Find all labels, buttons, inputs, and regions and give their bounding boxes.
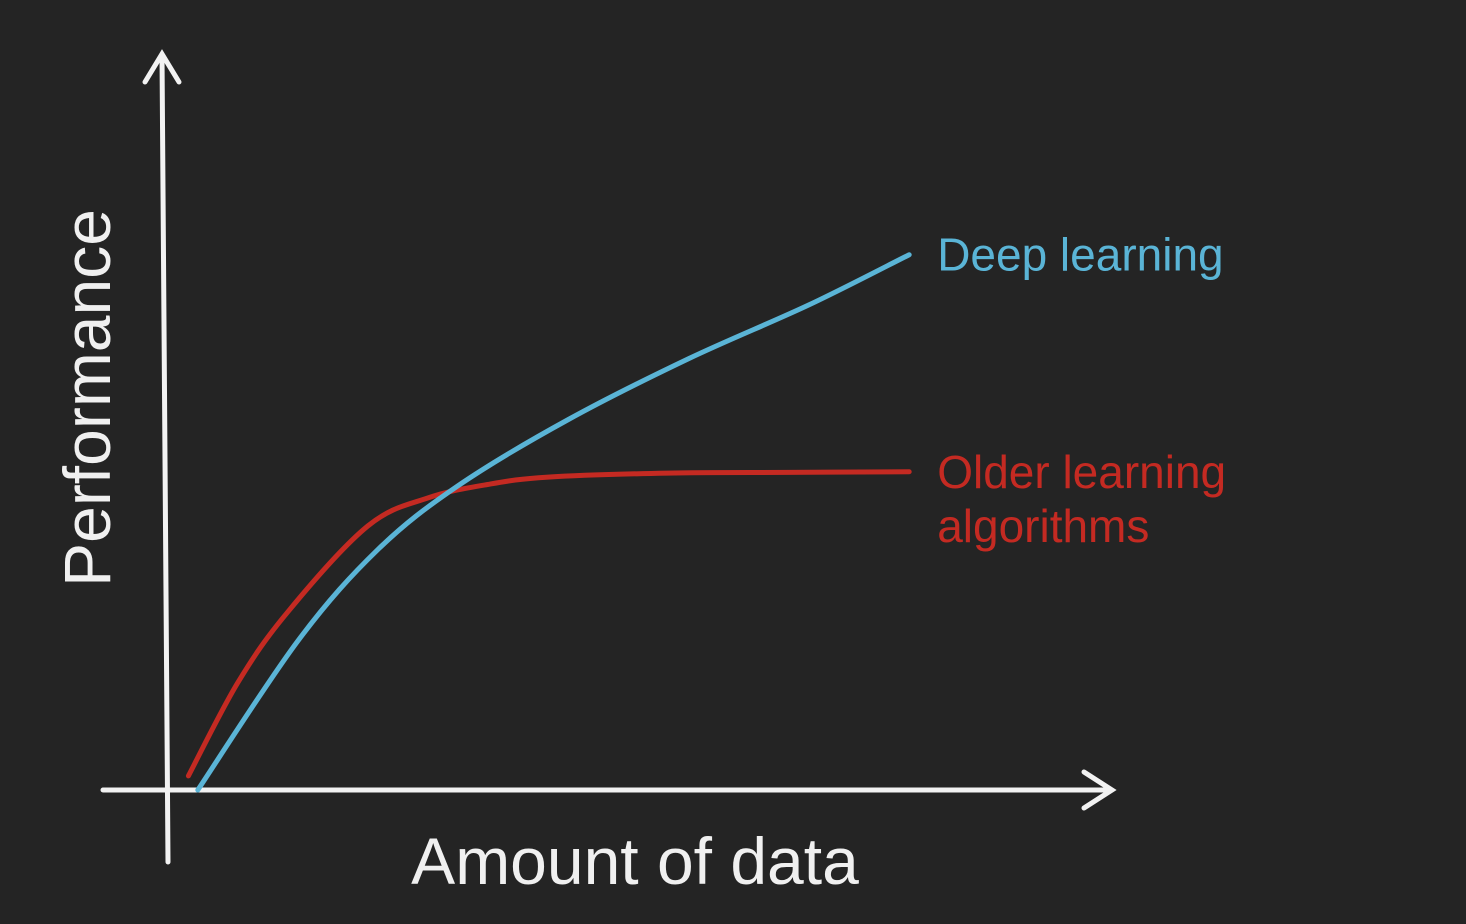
axes	[100, 49, 1117, 865]
series-label-older-learning-algorithms-line-2: algorithms	[937, 500, 1149, 552]
series-line-deep-learning	[195, 252, 912, 793]
y-axis-line	[159, 53, 171, 865]
series-line-older-learning-algorithms	[185, 469, 912, 779]
series-label-deep-learning: Deep learning	[937, 229, 1223, 281]
y-axis-arrowhead	[142, 49, 182, 85]
x-axis-arrowhead	[1081, 769, 1117, 811]
x-axis-title: Amount of data	[411, 824, 859, 898]
series-label-older-learning-algorithms-line-1: Older learning	[937, 446, 1226, 498]
y-axis-title: Performance	[50, 209, 124, 587]
series-layer	[185, 252, 912, 793]
